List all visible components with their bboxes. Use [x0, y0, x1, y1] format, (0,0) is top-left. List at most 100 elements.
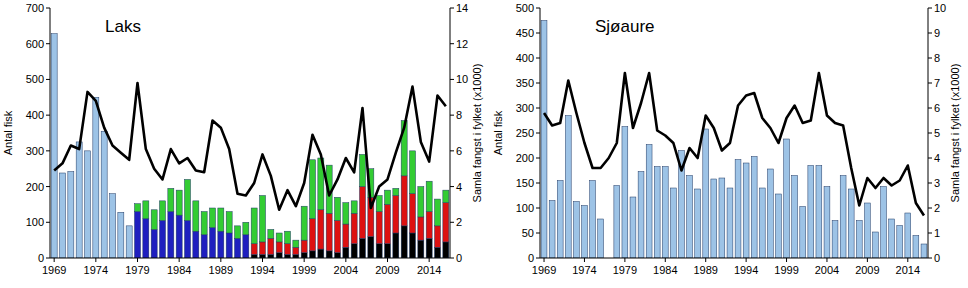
plot-area [51, 34, 449, 258]
bar [343, 247, 349, 258]
bar [393, 188, 399, 195]
bar [735, 160, 741, 259]
bar [410, 233, 416, 258]
x-tick [665, 258, 666, 262]
bar [210, 208, 216, 228]
title: Sjøaure [595, 17, 655, 36]
bar [816, 166, 822, 259]
bar [792, 176, 798, 259]
bar [881, 187, 887, 259]
bar [160, 201, 166, 221]
bar [326, 251, 332, 258]
y2-tick [928, 33, 932, 34]
x-tick [544, 258, 545, 262]
bar [268, 254, 274, 258]
x-tick-label: 2004 [815, 264, 839, 276]
y-tick [536, 33, 540, 34]
bar [226, 212, 232, 233]
x-tick [95, 258, 96, 262]
bar [662, 167, 668, 259]
x-tick-label: 1999 [774, 264, 798, 276]
bar [541, 21, 547, 259]
y-tick [536, 183, 540, 184]
bar [218, 231, 224, 258]
y2-tick-label: 0 [934, 252, 940, 264]
x-tick [137, 258, 138, 262]
x-tick [826, 258, 827, 262]
x-tick-label: 2009 [375, 264, 399, 276]
y-tick [46, 222, 50, 223]
y2-tick [928, 8, 932, 9]
bar [326, 213, 332, 251]
chart: 0100200300400500600700024681012141969197… [2, 2, 483, 276]
y2-label: Samla fangst i fylket (x1000) [949, 64, 961, 203]
bar [301, 253, 307, 258]
y2-tick [928, 158, 932, 159]
y-axis [50, 8, 51, 258]
bar [193, 231, 199, 258]
bar [385, 204, 391, 243]
bar [343, 203, 349, 224]
bar [824, 187, 830, 259]
bar [285, 254, 291, 258]
x-tick-label: 1994 [250, 264, 274, 276]
x-tick-label: 2014 [896, 264, 920, 276]
bar [848, 189, 854, 258]
bar [251, 254, 257, 258]
bar [360, 238, 366, 258]
bar [351, 244, 357, 258]
x-tick-label: 1989 [693, 264, 717, 276]
bar [921, 244, 927, 258]
bar [410, 194, 416, 233]
bar [168, 188, 174, 211]
y-tick-label: 100 [26, 216, 44, 228]
bar [151, 210, 157, 230]
y2-tick-label: 0 [456, 252, 462, 264]
bar [201, 212, 207, 235]
bar [401, 176, 407, 226]
y-tick [46, 8, 50, 9]
y-tick-label: 50 [522, 227, 534, 239]
bar [285, 244, 291, 255]
bar [670, 188, 676, 258]
bar [703, 129, 709, 258]
bar [268, 229, 274, 238]
line [544, 73, 924, 216]
y2-axis [450, 8, 451, 258]
y-tick-label: 500 [26, 73, 44, 85]
bar [638, 172, 644, 259]
chart: 0501001502002503003504004505000123456789… [492, 2, 961, 276]
bar [393, 196, 399, 234]
y2-tick-label: 5 [934, 127, 940, 139]
x-tick-label: 1984 [653, 264, 677, 276]
x-tick-label: 2009 [855, 264, 879, 276]
bar [376, 212, 382, 244]
x-tick-label: 2004 [334, 264, 358, 276]
y-tick-label: 300 [516, 102, 534, 114]
x-tick [262, 258, 263, 262]
x-tick [387, 258, 388, 262]
bar [301, 240, 307, 253]
bar [318, 210, 324, 249]
y2-tick-label: 9 [934, 27, 940, 39]
bar [687, 176, 693, 259]
y-tick [536, 83, 540, 84]
bar [913, 236, 919, 259]
bar [276, 233, 282, 242]
bar [393, 233, 399, 258]
x-axis [50, 258, 450, 259]
y-tick-label: 400 [26, 109, 44, 121]
bar [905, 213, 911, 258]
bar [268, 238, 274, 254]
bar [260, 196, 266, 242]
bar [443, 203, 449, 242]
bar [776, 194, 782, 258]
y-tick [536, 258, 540, 259]
y-tick [536, 108, 540, 109]
bar [185, 221, 191, 259]
bar [135, 204, 141, 212]
x-tick-label: 1969 [42, 264, 66, 276]
bar [226, 233, 232, 258]
x-tick-label: 2014 [417, 264, 441, 276]
bar [335, 197, 341, 220]
